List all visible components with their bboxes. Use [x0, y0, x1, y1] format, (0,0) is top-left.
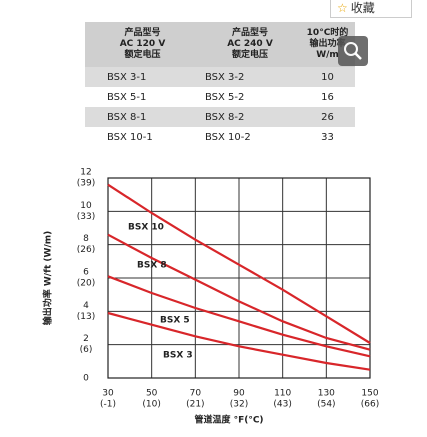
series-line: [107, 275, 371, 358]
y-tick-label: 4: [83, 301, 89, 311]
x-tick-sublabel: (32): [230, 400, 248, 410]
y-tick-label: 10: [80, 201, 92, 211]
header-line: AC 120 V: [119, 39, 166, 49]
y-tick-sublabel: (13): [77, 312, 95, 322]
header-line: 10°C时的: [306, 28, 349, 38]
x-tick-label: 70: [190, 389, 202, 399]
table-row: BSX 3-1 BSX 3-2 10: [85, 67, 355, 87]
table-cell: BSX 10-1: [107, 131, 153, 143]
x-tick-label: 150: [361, 389, 378, 399]
series-label: BSX 5: [160, 316, 190, 326]
spec-table: 产品型号 AC 120 V 额定电压 产品型号 AC 240 V 额定电压 10°C时的 输出…: [85, 22, 355, 147]
x-tick-sublabel: (43): [273, 400, 291, 410]
header-cell: 产品型号 AC 240 V 额定电压: [200, 22, 300, 67]
y-tick-sublabel: (26): [77, 245, 95, 255]
zoom-button[interactable]: [338, 36, 368, 66]
x-tick-label: 90: [233, 389, 245, 399]
x-tick-sublabel: (66): [361, 400, 379, 410]
header-line: W/m: [316, 50, 339, 60]
x-tick-label: 50: [146, 389, 158, 399]
table-cell: 26: [300, 107, 355, 127]
y-tick-sublabel: (33): [77, 212, 95, 222]
favorite-button[interactable]: ☆ 收藏: [330, 0, 412, 18]
series-line: [107, 183, 371, 344]
table-cell: 33: [321, 131, 334, 143]
y-tick-label: 0: [83, 374, 89, 384]
series-label: BSX 3: [163, 351, 193, 361]
favorite-label: 收藏: [350, 1, 375, 15]
y-tick-sublabel: (6): [80, 345, 93, 355]
table-cell: BSX 10-2: [205, 131, 251, 143]
x-axis-label: 管道温度 °F(°C): [194, 414, 263, 426]
table-cell: BSX 5-2: [205, 91, 245, 103]
table-row: BSX 8-1 BSX 8-2 26: [85, 107, 355, 127]
series-line: [107, 311, 371, 371]
x-tick-label: 130: [318, 389, 335, 399]
chart: 0 2(6) 4(13) 6(20) 8(26) 10(33) 12(39) 30(-1) 50…: [42, 168, 380, 426]
header-line: 产品型号: [231, 28, 268, 38]
x-tick-sublabel: (10): [142, 400, 160, 410]
table-cell: BSX 8-1: [85, 107, 200, 127]
header-line: AC 240 V: [227, 39, 273, 49]
table-cell: BSX 3-1: [85, 67, 200, 87]
y-tick-label: 12: [80, 168, 91, 178]
table-row: BSX 10-1 BSX 10-2 33: [85, 127, 355, 147]
header-cell: 产品型号 AC 120 V 额定电压: [85, 22, 200, 67]
header-line: 产品型号: [124, 28, 161, 38]
y-tick-sublabel: (20): [77, 279, 95, 289]
series-label: BSX 10: [128, 223, 164, 233]
y-tick-label: 6: [83, 268, 89, 278]
table-cell: BSX 3-2: [200, 67, 300, 87]
header-line: 额定电压: [124, 50, 161, 60]
table-cell: BSX 5-1: [107, 91, 147, 103]
x-tick-label: 30: [102, 389, 114, 399]
x-tick-sublabel: (54): [317, 400, 335, 410]
table-cell: 10: [300, 67, 355, 87]
table-cell: BSX 8-2: [200, 107, 300, 127]
x-tick-sublabel: (21): [186, 400, 204, 410]
header-line: 额定电压: [231, 50, 268, 60]
y-axis-label: 输出功率 W/ft (W/m): [42, 231, 54, 326]
y-tick-label: 8: [83, 234, 89, 244]
header-line: 输出功率: [309, 39, 346, 49]
x-tick-sublabel: (-1): [100, 400, 116, 410]
series-label: BSX 8: [137, 261, 167, 271]
table-cell: 16: [321, 91, 334, 103]
x-tick-label: 110: [274, 389, 291, 399]
y-tick-label: 2: [83, 334, 89, 344]
plot-frame: [107, 177, 371, 379]
y-tick-sublabel: (39): [77, 179, 95, 189]
table-row: BSX 5-1 BSX 5-2 16: [85, 87, 355, 107]
series-line: [107, 233, 371, 351]
